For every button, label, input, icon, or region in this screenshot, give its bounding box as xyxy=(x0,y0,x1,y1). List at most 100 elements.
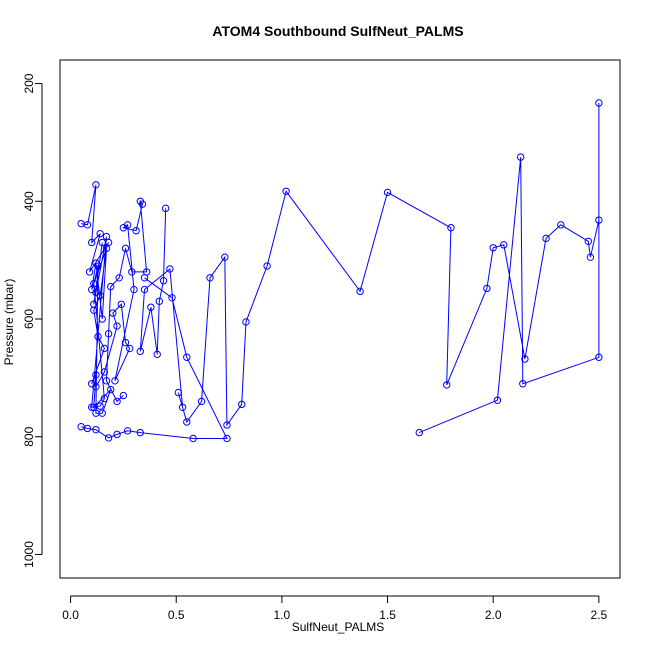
x-tick-label: 0.0 xyxy=(62,608,79,622)
data-point xyxy=(447,224,455,232)
data-point xyxy=(107,282,115,291)
data-point xyxy=(90,300,98,308)
data-point xyxy=(119,391,128,400)
data-point xyxy=(102,377,111,385)
data-point xyxy=(136,428,145,437)
data-point xyxy=(493,396,502,404)
data-point xyxy=(595,353,603,361)
data-point xyxy=(166,265,174,273)
data-point xyxy=(519,380,527,388)
data-point xyxy=(107,385,115,394)
x-axis-label: SulfNeut_PALMS xyxy=(292,620,385,634)
data-point xyxy=(189,434,197,443)
data-point xyxy=(117,300,125,308)
data-point xyxy=(183,353,191,361)
y-tick-label: 200 xyxy=(22,73,36,93)
data-point xyxy=(221,253,229,261)
data-point xyxy=(183,418,191,426)
data-point xyxy=(100,368,109,376)
data-point xyxy=(94,262,102,270)
series-line xyxy=(139,103,600,434)
data-point xyxy=(128,268,136,276)
data-point xyxy=(98,238,106,247)
data-point xyxy=(197,397,206,406)
data-point xyxy=(140,285,149,294)
data-point xyxy=(521,355,529,363)
x-tick-label: 2.0 xyxy=(485,608,502,622)
data-point xyxy=(113,430,121,439)
data-point xyxy=(104,434,113,442)
y-axis: 200 400 600 800 1000 xyxy=(22,73,43,568)
data-point xyxy=(586,253,595,261)
data-point xyxy=(121,244,130,253)
data-point xyxy=(223,421,231,429)
data-point xyxy=(119,224,128,232)
data-point xyxy=(161,204,170,213)
y-tick-label: 800 xyxy=(22,426,36,446)
data-point xyxy=(136,197,145,205)
data-point xyxy=(126,344,134,353)
data-point xyxy=(147,303,155,311)
data-point xyxy=(96,229,104,238)
data-point xyxy=(130,285,138,294)
data-point xyxy=(356,287,364,296)
data-point xyxy=(595,99,603,107)
data-point xyxy=(92,409,100,417)
data-point xyxy=(83,424,92,433)
data-point xyxy=(282,187,290,195)
data-point xyxy=(443,381,451,389)
y-tick-label: 400 xyxy=(22,191,36,211)
data-point xyxy=(557,221,565,229)
x-tick-label: 1.5 xyxy=(379,608,396,622)
data-point xyxy=(113,397,121,406)
data-point xyxy=(123,427,132,435)
series-layer xyxy=(77,99,603,443)
data-point xyxy=(383,188,392,197)
data-point xyxy=(94,332,102,341)
data-point xyxy=(115,274,123,282)
data-point xyxy=(516,153,525,161)
y-tick-label: 600 xyxy=(22,309,36,329)
data-point xyxy=(92,371,100,379)
series-line xyxy=(80,277,228,439)
x-tick-label: 1.0 xyxy=(274,608,291,622)
data-point xyxy=(104,330,113,338)
data-point xyxy=(415,428,423,437)
data-point xyxy=(92,382,100,391)
data-point xyxy=(100,394,109,403)
data-point xyxy=(223,434,231,443)
data-point xyxy=(98,315,106,323)
data-point xyxy=(242,318,250,326)
chart-title: ATOM4 Southbound SulfNeut_PALMS xyxy=(212,23,463,39)
data-point xyxy=(87,238,96,247)
data-point xyxy=(153,350,161,359)
x-axis: 0.0 0.5 1.0 1.5 2.0 2.5 xyxy=(62,595,608,622)
data-point xyxy=(140,274,149,282)
data-point xyxy=(155,297,164,306)
data-point xyxy=(96,402,104,410)
data-point xyxy=(159,277,168,285)
data-point xyxy=(92,425,100,434)
data-point xyxy=(238,400,246,409)
data-point xyxy=(90,279,98,288)
data-point xyxy=(206,274,214,282)
data-point xyxy=(178,403,187,411)
y-axis-label: Pressure (mbar) xyxy=(2,279,16,366)
series-line xyxy=(95,199,148,403)
data-point xyxy=(109,309,117,317)
data-point xyxy=(168,294,176,302)
x-tick-label: 0.5 xyxy=(168,608,185,622)
x-tick-label: 2.5 xyxy=(591,608,608,622)
data-point xyxy=(500,241,508,249)
data-point xyxy=(542,234,550,243)
y-tick-label: 1000 xyxy=(22,541,36,568)
data-point xyxy=(483,284,491,293)
data-point xyxy=(263,262,271,270)
data-point xyxy=(136,347,145,356)
data-point xyxy=(102,244,111,253)
data-point xyxy=(111,377,119,385)
data-point xyxy=(85,268,94,276)
data-point xyxy=(121,338,130,347)
data-point xyxy=(595,216,603,224)
